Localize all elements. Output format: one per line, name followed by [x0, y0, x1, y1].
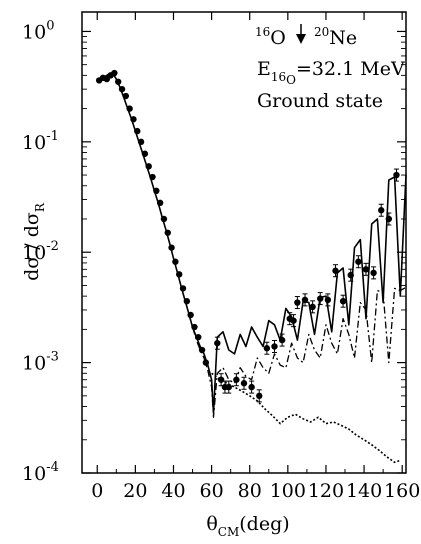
data-point	[317, 295, 324, 302]
reaction-label: 16O	[255, 25, 286, 49]
data-point	[134, 127, 141, 135]
energy-value: =32.1 MeV	[296, 58, 405, 80]
data-point	[233, 376, 240, 383]
data-point	[256, 392, 263, 400]
series-line-dotted	[211, 372, 401, 464]
y-tick-label: 10-1	[22, 129, 59, 154]
data-point	[378, 207, 385, 214]
data-points-layer	[95, 69, 400, 403]
x-axis-label: θCM(deg)	[206, 513, 289, 539]
x-tick-label: 0	[91, 480, 103, 502]
energy-sub1: 16	[271, 70, 286, 84]
state-label: Ground state	[257, 90, 383, 112]
reaction-sym2: Ne	[329, 27, 357, 49]
data-point	[164, 229, 171, 236]
data-point	[187, 311, 194, 319]
data-point	[137, 138, 145, 146]
y-axis-label-main: dσ / dσ	[21, 212, 43, 281]
y-axis-ticks: 100 10-1 10-2 10-3 10-4	[22, 18, 406, 485]
x-tick-label: 160	[384, 480, 420, 502]
data-point	[168, 244, 175, 251]
y-tick-label: 10-4	[22, 460, 59, 485]
energy-label: E16O=32.1 MeV	[257, 58, 405, 87]
data-point	[240, 380, 248, 387]
data-point	[301, 296, 309, 304]
reaction-sym1: O	[270, 27, 286, 49]
data-point	[111, 69, 118, 77]
data-point	[393, 171, 400, 179]
data-point	[160, 215, 168, 223]
y-tick-label: 10-2	[22, 239, 59, 264]
data-point	[141, 150, 149, 157]
x-tick-label: 100	[270, 480, 306, 502]
data-point	[332, 267, 339, 274]
data-point	[156, 199, 164, 207]
x-tick-label: 80	[238, 480, 262, 502]
x-tick-label: 60	[200, 480, 224, 502]
data-point	[179, 285, 187, 292]
data-point	[214, 339, 221, 347]
data-point	[385, 215, 393, 223]
data-point	[278, 336, 286, 344]
data-point	[362, 266, 370, 273]
energy-main: E	[257, 58, 271, 80]
y-tick-label: 10-3	[22, 350, 59, 375]
data-point	[115, 78, 122, 85]
x-axis-ticks: 0 20 40 60 80 100 120 140 160	[91, 12, 420, 502]
data-point	[153, 187, 160, 195]
x-axis-label-sub: CM	[218, 525, 239, 539]
data-point	[271, 343, 278, 350]
data-point	[347, 271, 354, 279]
data-point	[309, 303, 316, 311]
data-point	[225, 383, 232, 391]
reaction-product: 20Ne	[314, 25, 357, 49]
y-axis-label: dσ / dσR	[21, 202, 47, 281]
data-point	[126, 105, 133, 112]
data-point	[370, 269, 377, 277]
data-point	[195, 333, 202, 341]
data-point	[202, 359, 210, 366]
series-line-solid	[96, 72, 407, 414]
y-axis-label-sub: R	[33, 202, 47, 212]
reaction-sup1: 16	[255, 25, 270, 39]
x-tick-label: 140	[346, 480, 382, 502]
y-tick-label: 100	[22, 18, 54, 43]
data-point	[191, 323, 198, 331]
data-point	[324, 296, 332, 304]
data-point	[145, 163, 152, 170]
data-point	[130, 116, 137, 123]
data-point	[122, 92, 130, 100]
x-tick-label: 120	[308, 480, 344, 502]
data-point	[176, 271, 183, 278]
data-point	[294, 299, 301, 306]
data-point	[198, 346, 206, 354]
energy-sub2: O	[286, 73, 296, 87]
data-point	[290, 317, 297, 324]
data-point	[118, 85, 126, 93]
series-line-dashdot	[188, 286, 407, 418]
x-axis-label-main: θ	[206, 513, 217, 535]
x-tick-label: 40	[161, 480, 185, 502]
data-point	[149, 173, 156, 181]
down-arrow-icon	[296, 34, 306, 44]
plot-frame	[81, 11, 407, 474]
data-point	[339, 297, 347, 305]
x-axis-label-suffix: (deg)	[239, 513, 289, 535]
data-point	[263, 345, 271, 352]
x-tick-label: 20	[123, 480, 147, 502]
data-point	[355, 258, 362, 265]
data-point	[172, 258, 179, 265]
data-point	[183, 297, 191, 305]
data-point	[248, 383, 255, 391]
reaction-sup2: 20	[314, 25, 329, 39]
data-point	[217, 376, 225, 383]
